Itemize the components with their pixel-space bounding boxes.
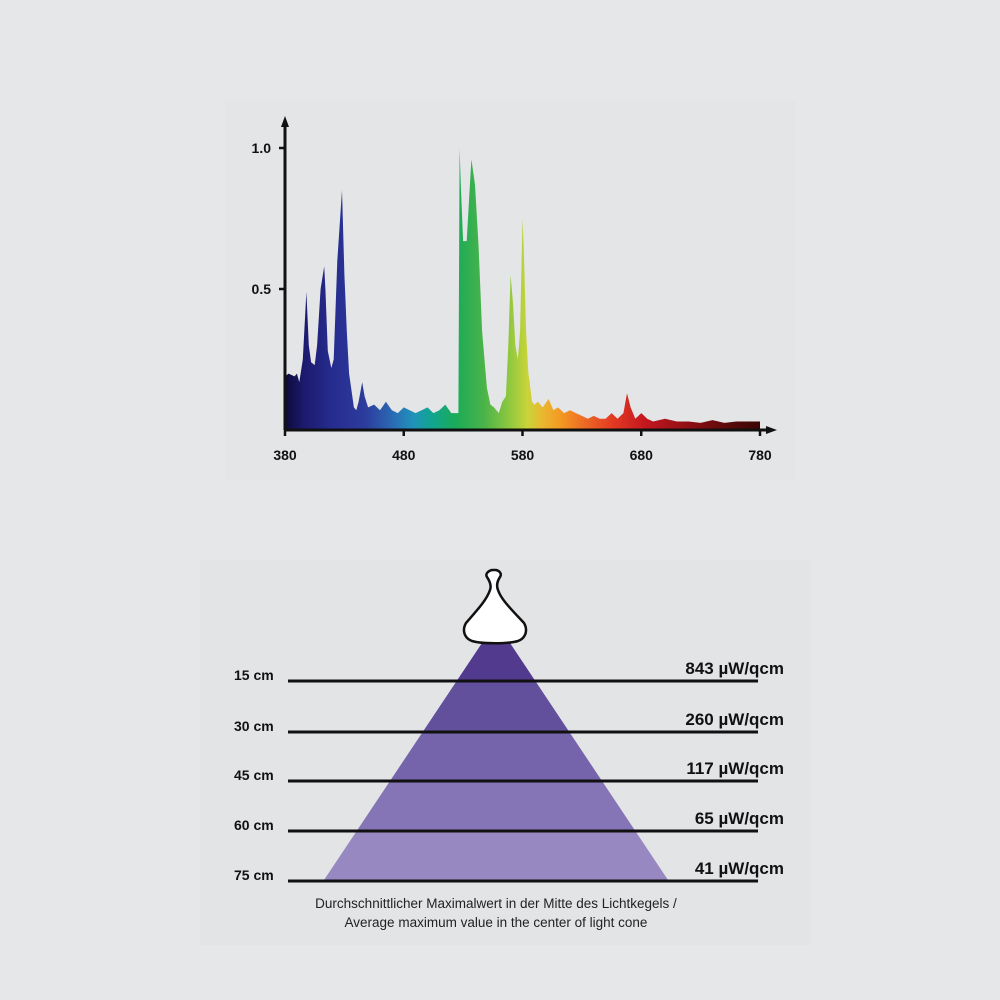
distance-label: 75 cm bbox=[234, 867, 274, 883]
cone-band bbox=[456, 622, 536, 681]
x-tick-label: 580 bbox=[511, 447, 535, 463]
distance-label: 15 cm bbox=[234, 667, 274, 683]
distance-label: 30 cm bbox=[234, 718, 274, 734]
irradiance-cone-diagram: 15 cm 843 µW/qcm 30 cm 260 µW/qcm 45 cm 117 µ… bbox=[234, 568, 784, 930]
x-tick-label: 480 bbox=[392, 447, 416, 463]
spectrum-area-series bbox=[285, 148, 760, 430]
y-tick-label: 0.5 bbox=[252, 281, 272, 297]
spectrum-chart: 380 480 580 680 780 0.5 1.0 bbox=[252, 116, 777, 463]
x-axis-arrow bbox=[766, 426, 777, 434]
spectrum-chart-panel: 380 480 580 680 780 0.5 1.0 bbox=[225, 100, 795, 480]
cone-band bbox=[356, 781, 636, 831]
lamp-bulb-icon bbox=[462, 568, 528, 645]
x-tick-label: 680 bbox=[630, 447, 654, 463]
distance-label: 60 cm bbox=[234, 817, 274, 833]
irradiance-value-label: 843 µW/qcm bbox=[685, 659, 784, 678]
x-tick-label: 780 bbox=[748, 447, 772, 463]
y-axis-arrow bbox=[281, 116, 289, 127]
y-tick-label: 1.0 bbox=[252, 140, 272, 156]
irradiance-value-label: 260 µW/qcm bbox=[685, 710, 784, 729]
caption-line-1: Durchschnittlicher Maximalwert in der Mi… bbox=[315, 896, 677, 911]
distance-label: 45 cm bbox=[234, 767, 274, 783]
x-tick-label: 380 bbox=[273, 447, 297, 463]
irradiance-cone-panel: 15 cm 843 µW/qcm 30 cm 260 µW/qcm 45 cm 117 µ… bbox=[200, 560, 810, 945]
cone-band bbox=[324, 831, 668, 880]
irradiance-value-label: 65 µW/qcm bbox=[695, 809, 784, 828]
irradiance-value-label: 41 µW/qcm bbox=[695, 859, 784, 878]
cone-band bbox=[422, 681, 570, 732]
irradiance-value-label: 117 µW/qcm bbox=[686, 759, 784, 778]
caption-line-2: Average maximum value in the center of l… bbox=[345, 915, 648, 930]
cone-band bbox=[390, 732, 602, 781]
